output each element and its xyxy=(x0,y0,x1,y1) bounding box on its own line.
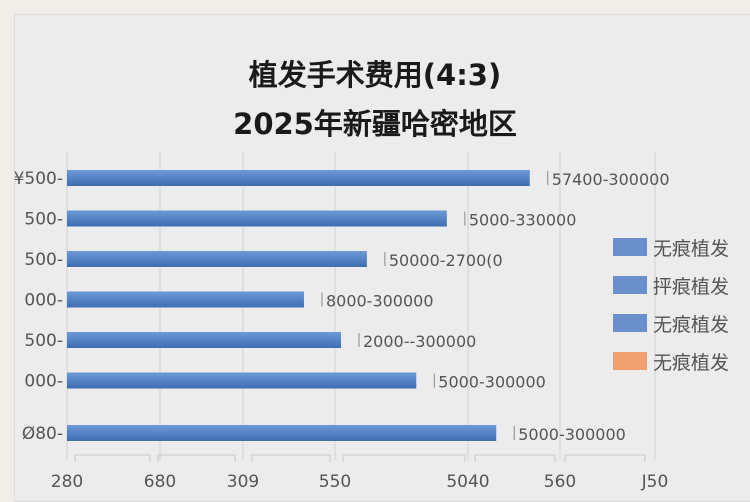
bar xyxy=(67,425,497,441)
legend-label: 无痕植发 xyxy=(653,238,729,260)
chart-title: 植发手术费用(4:3) xyxy=(248,58,502,92)
x-tick-label: 680 xyxy=(144,472,176,492)
data-label: 5000-330000 xyxy=(469,211,577,230)
data-label: 2000--300000 xyxy=(363,332,476,351)
x-tick-label: 560 xyxy=(544,472,576,492)
bar xyxy=(67,170,530,186)
legend-label: 无痕植发 xyxy=(653,314,729,336)
axis-bracket xyxy=(474,454,556,462)
x-tick-label: 5040 xyxy=(446,472,489,492)
axis-bracket xyxy=(251,454,331,462)
y-tick-label: 500- xyxy=(24,331,63,351)
legend-label: 无痕植发 xyxy=(653,352,729,374)
chart-subtitle: 2025年新疆哈密地区 xyxy=(233,107,517,141)
bar xyxy=(67,291,304,308)
y-tick-label: ¥500- xyxy=(14,169,63,189)
x-tick-label: 550 xyxy=(319,472,351,492)
x-tick-label: 280 xyxy=(51,472,83,492)
axis-bracket xyxy=(157,454,236,462)
x-tick-label: J50 xyxy=(641,472,669,492)
x-tick-label: 309 xyxy=(227,472,259,492)
y-tick-label: 000- xyxy=(24,291,63,311)
y-tick-label: 500- xyxy=(24,250,63,270)
legend-swatch xyxy=(613,238,647,256)
legend-swatch xyxy=(613,276,647,294)
bar xyxy=(67,210,447,227)
data-label: 8000-300000 xyxy=(326,292,434,311)
bar xyxy=(67,372,417,389)
y-tick-label: 000- xyxy=(24,372,63,392)
bar xyxy=(67,332,342,348)
y-tick-label: 500- xyxy=(24,210,63,230)
legend-swatch xyxy=(613,352,647,370)
axis-bracket xyxy=(74,454,151,462)
axis-bracket xyxy=(564,454,646,462)
legend-label: 抨痕植发 xyxy=(653,276,729,298)
data-label: 5000-300000 xyxy=(518,425,626,444)
legend-swatch xyxy=(613,314,647,332)
data-label: 57400-300000 xyxy=(552,170,670,189)
data-label: 5000-300000 xyxy=(438,373,546,392)
axis-bracket xyxy=(342,454,466,462)
bar xyxy=(67,251,367,267)
data-label: 50000-2700(0 xyxy=(389,251,503,270)
y-tick-label: Ø80- xyxy=(22,424,63,444)
